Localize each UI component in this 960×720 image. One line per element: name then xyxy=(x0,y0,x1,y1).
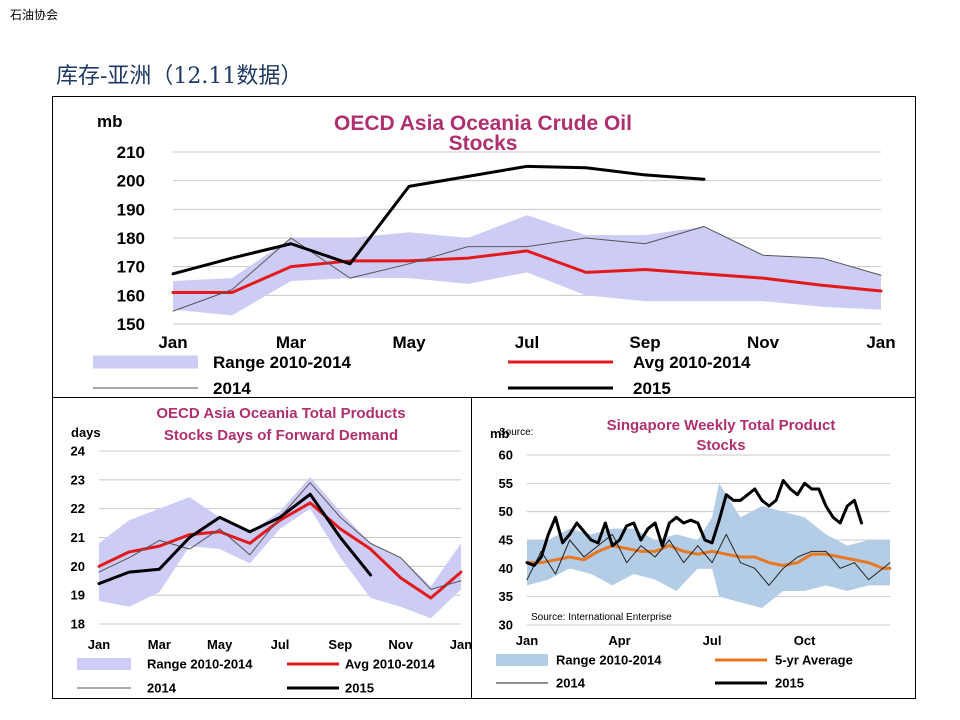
legend-label: 2014 xyxy=(556,676,586,691)
y-tick-label: 200 xyxy=(117,172,145,191)
legend-swatch-range xyxy=(496,654,548,666)
range-band-area xyxy=(527,483,890,608)
legend-label: 2015 xyxy=(345,681,374,696)
legend-label: 2014 xyxy=(147,681,177,696)
y-tick-label: 150 xyxy=(117,315,145,334)
y-tick-label: 24 xyxy=(71,444,86,459)
y-tick-label: 210 xyxy=(117,143,145,162)
legend-swatch-range xyxy=(77,658,131,670)
chart-title-line: Stocks xyxy=(449,132,518,155)
x-tick-label: Oct xyxy=(794,633,816,648)
y-tick-label: 160 xyxy=(117,286,145,305)
series-line-avg-2010-2014 xyxy=(97,501,463,600)
total-products-days-panel: OECD Asia Oceania Total Products Stocks D… xyxy=(52,397,472,699)
x-tick-label: Sep xyxy=(629,333,660,352)
total-products-days-chart: OECD Asia Oceania Total Products Stocks D… xyxy=(71,405,471,696)
y-tick-label: 30 xyxy=(499,618,513,633)
y-tick-label: 180 xyxy=(117,229,145,248)
y-tick-label: 50 xyxy=(499,504,513,519)
singapore-stocks-chart: Singapore Weekly Total ProductStocksmbSo… xyxy=(490,417,892,691)
y-axis-unit-label: mb xyxy=(490,426,510,441)
y-tick-label: 40 xyxy=(499,561,513,576)
singapore-stocks-panel: Singapore Weekly Total Product Stocks mb So… xyxy=(471,397,916,699)
x-tick-label: Sep xyxy=(328,637,352,652)
x-tick-label: Jan xyxy=(450,637,471,652)
series-line-2015 xyxy=(525,479,864,567)
y-tick-label: 21 xyxy=(71,530,85,545)
y-tick-label: 23 xyxy=(71,472,85,487)
y-tick-label: 20 xyxy=(71,559,85,574)
legend-label: 2015 xyxy=(775,676,804,691)
y-tick-label: 22 xyxy=(71,501,85,516)
legend-label: Range 2010-2014 xyxy=(147,657,253,672)
chart-title-line: Stocks xyxy=(696,437,745,454)
y-tick-label: 60 xyxy=(499,448,513,463)
x-tick-label: Jul xyxy=(703,633,722,648)
x-tick-label: May xyxy=(207,637,233,652)
x-tick-label: Mar xyxy=(148,637,171,652)
y-tick-label: 190 xyxy=(117,200,145,219)
y-tick-label: 18 xyxy=(71,617,85,632)
legend-label: 5-yr Average xyxy=(775,653,853,668)
y-axis-unit-label: days xyxy=(71,425,101,440)
corner-label: 石油协会 xyxy=(10,8,59,22)
legend-label: Avg 2010-2014 xyxy=(633,353,751,372)
chart-title-line: Singapore Weekly Total Product xyxy=(607,417,836,434)
legend-label: Range 2010-2014 xyxy=(556,653,662,668)
series-line-2014 xyxy=(172,226,882,312)
x-tick-label: Jan xyxy=(158,333,187,352)
y-tick-label: 35 xyxy=(499,589,513,604)
y-axis-unit-label: mb xyxy=(97,112,123,131)
legend-label: Avg 2010-2014 xyxy=(345,657,436,672)
source-note: Source: International Enterprise xyxy=(531,612,672,623)
legend-label: 2015 xyxy=(633,379,671,397)
x-tick-label: Jul xyxy=(271,637,290,652)
x-tick-label: Apr xyxy=(608,633,630,648)
y-tick-label: 19 xyxy=(71,588,85,603)
range-band-area xyxy=(99,476,461,619)
crude-oil-stocks-panel: OECD Asia Oceania Crude Oil Stocks mb 150 16… xyxy=(52,96,916,398)
x-tick-label: Nov xyxy=(747,333,780,352)
slide-title: 库存-亚洲（12.11数据） xyxy=(56,64,303,89)
x-tick-label: Jan xyxy=(88,637,110,652)
y-tick-label: 170 xyxy=(117,258,145,277)
x-tick-label: Jul xyxy=(515,333,540,352)
series-line-2015 xyxy=(97,492,372,586)
x-tick-label: Mar xyxy=(276,333,307,352)
series-line-5-yr-average xyxy=(525,544,892,570)
y-tick-label: 55 xyxy=(499,476,513,491)
x-tick-label: Jan xyxy=(516,633,538,648)
source-top-label: Source: xyxy=(499,427,533,438)
chart-title-line: OECD Asia Oceania Crude Oil xyxy=(334,112,632,135)
chart-title-line: OECD Asia Oceania Total Products xyxy=(156,405,405,422)
x-tick-label: Jan xyxy=(866,333,895,352)
legend-label: 2014 xyxy=(213,379,251,397)
legend-label: Range 2010-2014 xyxy=(213,353,352,372)
series-line-2015 xyxy=(171,164,706,276)
series-line-2014 xyxy=(526,533,891,586)
chart-title-line: Stocks Days of Forward Demand xyxy=(164,427,398,444)
x-tick-label: May xyxy=(392,333,426,352)
range-band-area xyxy=(173,215,881,316)
series-line-avg-2010-2014 xyxy=(171,249,883,294)
x-tick-label: Nov xyxy=(388,637,413,652)
legend-swatch-range xyxy=(93,355,198,369)
y-tick-label: 45 xyxy=(499,533,513,548)
